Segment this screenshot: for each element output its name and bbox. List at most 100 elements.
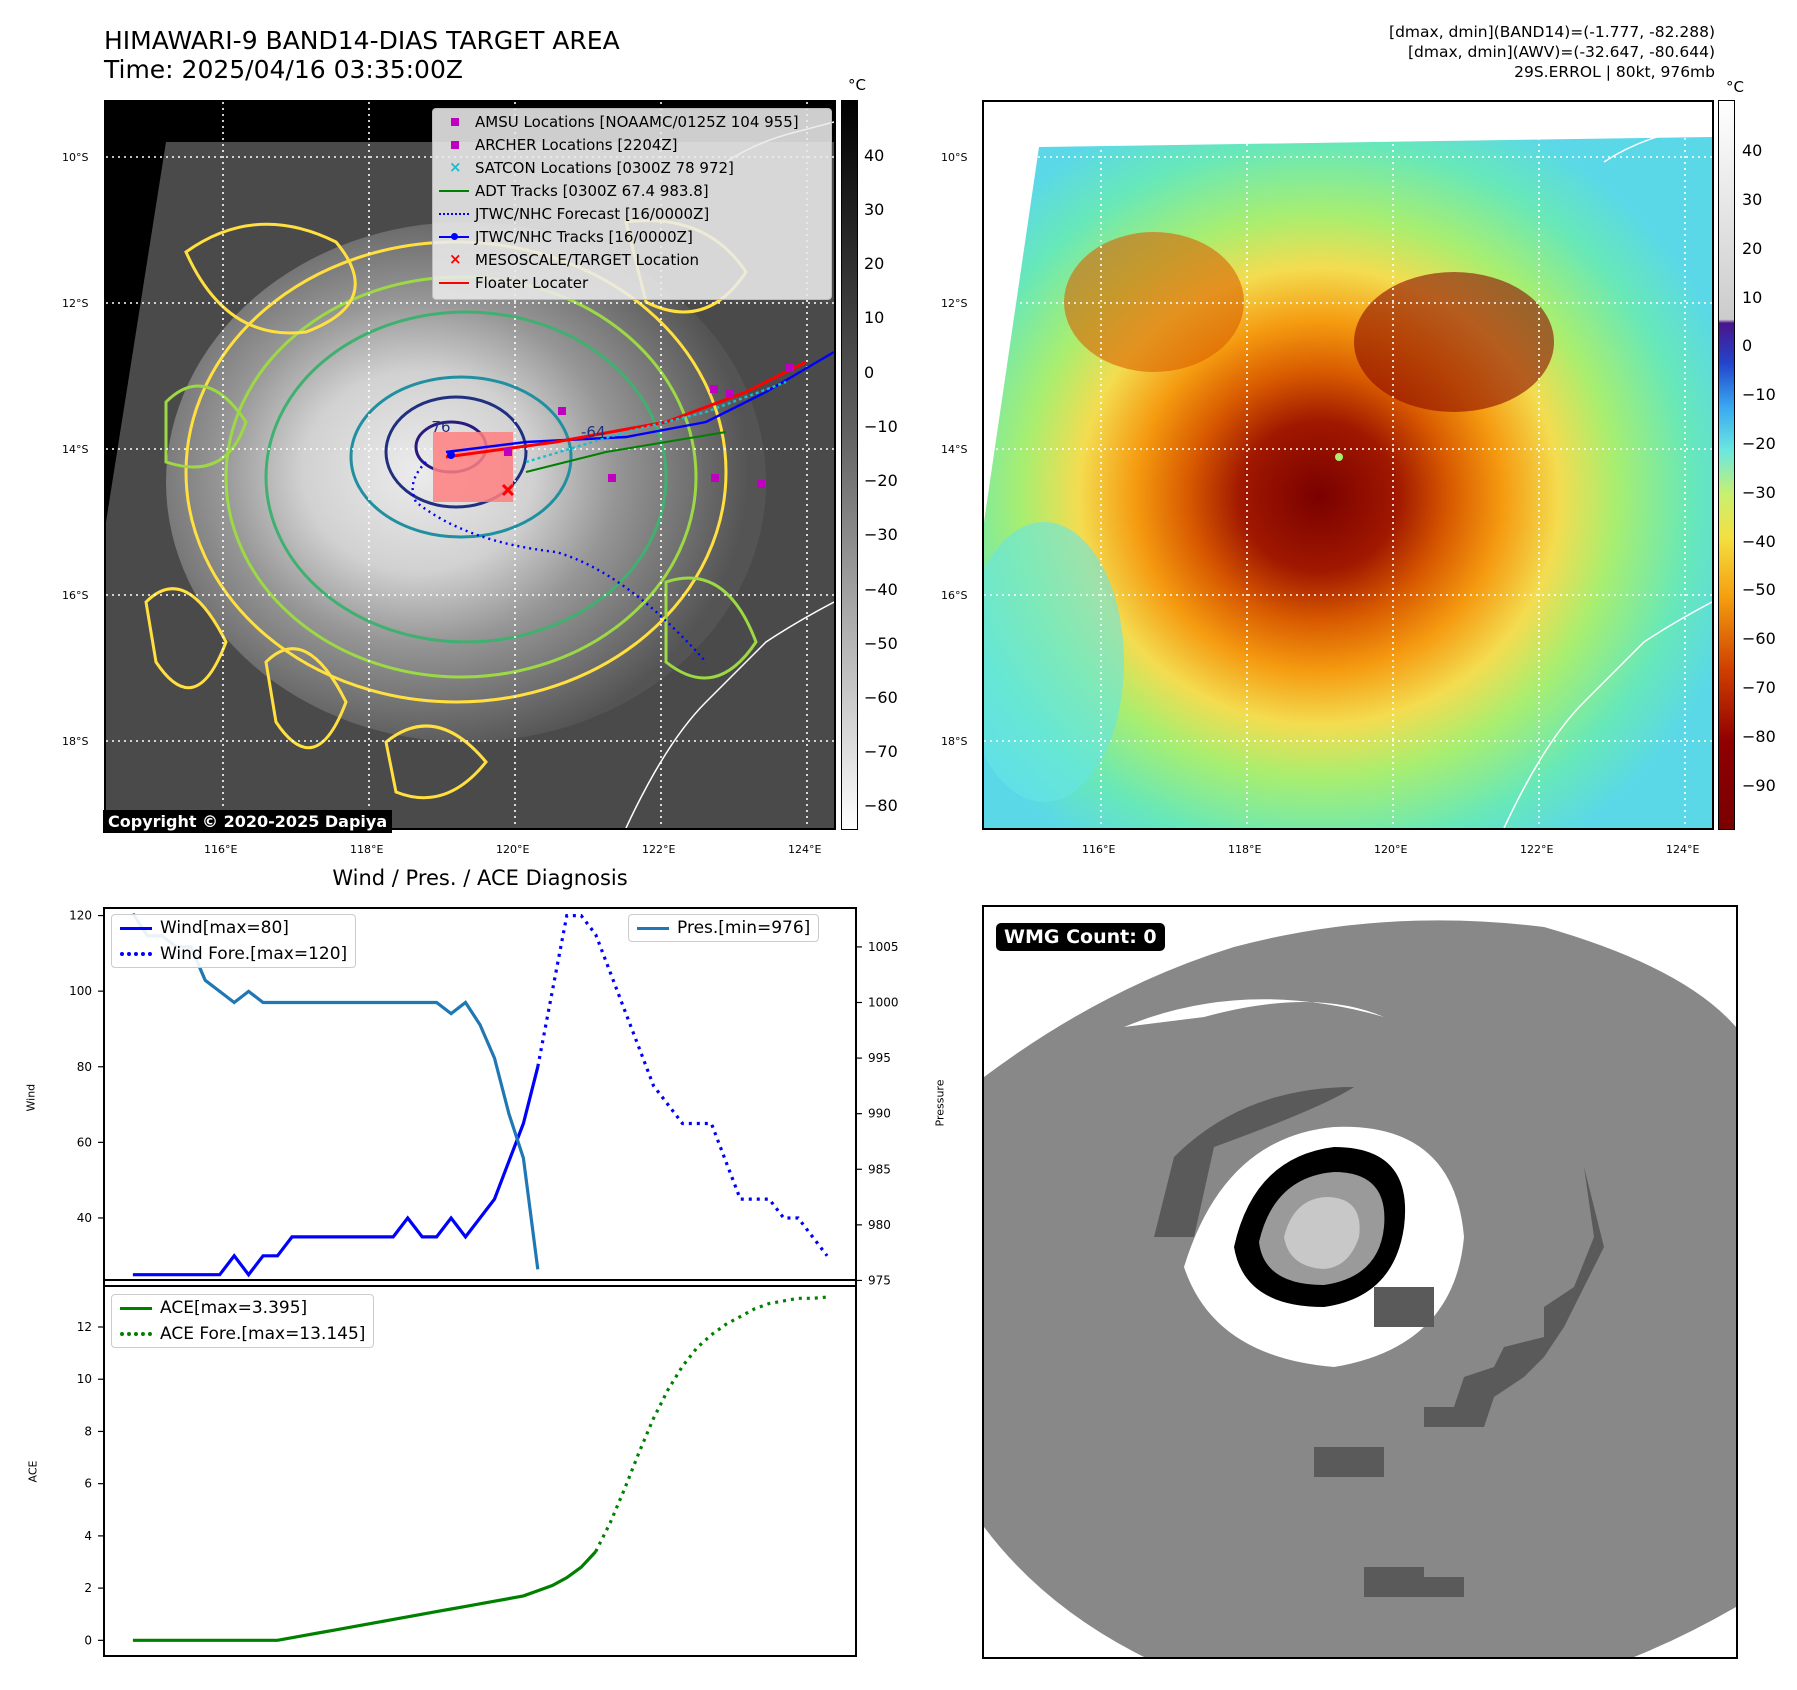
wmg-panel — [982, 905, 1738, 1659]
colorbar-tick: 40 — [864, 146, 885, 165]
legend-item: Wind[max=80] — [112, 915, 355, 941]
colorbar-tick: 0 — [864, 363, 875, 382]
legend-item: ACE[max=3.395] — [112, 1295, 373, 1321]
awv-map-panel — [982, 100, 1714, 830]
awv-map-image — [984, 102, 1712, 828]
lat-label: 16°S — [941, 589, 968, 602]
legend-item: JTWC/NHC Forecast [16/0000Z] — [433, 203, 709, 225]
colorbar-tick: 10 — [864, 308, 885, 327]
colorbar-tick: 10 — [1742, 288, 1763, 307]
lat-label: 14°S — [941, 443, 968, 456]
wind-legend: Wind[max=80] Wind Fore.[max=120] — [111, 914, 357, 968]
legend-item: Floater Locater — [433, 272, 588, 294]
colorbar-tick: 20 — [1742, 239, 1763, 258]
colorbar-tick: −30 — [1742, 483, 1776, 502]
colorbar-tick: −30 — [864, 525, 898, 544]
y-tick-label: 10 — [77, 1372, 92, 1386]
stats-block: [dmax, dmin](BAND14)=(-1.777, -82.288) [… — [1389, 22, 1715, 82]
lon-label: 122°E — [1520, 843, 1554, 856]
series-line — [132, 1550, 597, 1642]
series-line — [594, 1295, 828, 1553]
lat-label: 12°S — [62, 297, 89, 310]
lat-label: 12°S — [941, 297, 968, 310]
colorbar-tick: −90 — [1742, 776, 1776, 795]
legend-item: AMSU Locations [NOAAMC/0125Z 104 955] — [433, 111, 799, 133]
legend-item: JTWC/NHC Tracks [16/0000Z] — [433, 226, 693, 248]
legend-item: Pres.[min=976] — [629, 915, 818, 941]
series-line — [132, 1066, 540, 1278]
lon-label: 118°E — [1228, 843, 1262, 856]
colorbar-tick: 20 — [864, 254, 885, 273]
series-line — [131, 912, 540, 1270]
lat-label: 10°S — [941, 151, 968, 164]
stats-line-2: [dmax, dmin](AWV)=(-32.647, -80.644) — [1408, 43, 1715, 61]
y2-tick-label: 980 — [868, 1218, 891, 1232]
lon-label: 122°E — [642, 843, 676, 856]
colorbar-tick: −60 — [1742, 629, 1776, 648]
grayscale-colorbar — [841, 100, 858, 830]
y-tick-label: 12 — [77, 1320, 92, 1334]
y2-tick-label: 1005 — [868, 940, 899, 954]
lon-label: 124°E — [1666, 843, 1700, 856]
wmg-count-badge: WMG Count: 0 — [996, 923, 1165, 951]
y-tick-label: 4 — [84, 1529, 92, 1543]
ace-chart: 0 2 4 6 8 10 12 — [77, 1279, 857, 1657]
colorbar-tick: −80 — [864, 796, 898, 815]
colorbar-unit: °C — [848, 76, 866, 94]
pressure-legend: Pres.[min=976] — [628, 914, 820, 942]
lat-label: 18°S — [62, 735, 89, 748]
colorbar-tick: −10 — [1742, 385, 1776, 404]
colorbar-tick: 40 — [1742, 141, 1763, 160]
stats-line-3: 29S.ERROL | 80kt, 976mb — [1514, 63, 1715, 81]
lon-label: 118°E — [350, 843, 384, 856]
colorbar-tick: 30 — [864, 200, 885, 219]
lat-label: 10°S — [62, 151, 89, 164]
y-tick-label: 100 — [69, 984, 92, 998]
title-line-2: Time: 2025/04/16 03:35:00Z — [104, 55, 463, 84]
contour-label: -76 — [426, 418, 451, 436]
contour-label: -64 — [581, 423, 606, 441]
ir-map-panel: -76 -64 AMSU Locations [NOAAMC/0125Z 104… — [104, 100, 836, 830]
y-tick-label: 2 — [84, 1581, 92, 1595]
colorbar-tick: −10 — [864, 417, 898, 436]
y2-tick-label: 985 — [868, 1162, 891, 1176]
colorbar-tick: −50 — [864, 634, 898, 653]
colorbar-tick: −80 — [1742, 727, 1776, 746]
chart-title: Wind / Pres. / ACE Diagnosis — [332, 866, 628, 890]
legend-item: ADT Tracks [0300Z 67.4 983.8] — [433, 180, 709, 202]
wmg-image — [984, 907, 1736, 1657]
wind-pressure-chart: 40 60 80 100 120 975 980 985 990 995 1000 1005 — [69, 907, 899, 1287]
colorbar-tick: −20 — [864, 471, 898, 490]
lon-label: 116°E — [1082, 843, 1116, 856]
y-tick-label: 6 — [84, 1477, 92, 1491]
awv-colorbar — [1718, 100, 1735, 830]
ace-legend: ACE[max=3.395] ACE Fore.[max=13.145] — [111, 1294, 375, 1348]
plot-frame — [103, 1279, 857, 1657]
ir-legend: AMSU Locations [NOAAMC/0125Z 104 955] AR… — [432, 108, 832, 300]
lat-label: 14°S — [62, 443, 89, 456]
colorbar-tick: −40 — [864, 580, 898, 599]
lat-label: 16°S — [62, 589, 89, 602]
title-line-1: HIMAWARI-9 BAND14-DIAS TARGET AREA — [104, 26, 620, 55]
legend-item: Wind Fore.[max=120] — [112, 941, 355, 967]
colorbar-tick: −50 — [1742, 580, 1776, 599]
y-tick-label: 120 — [69, 909, 92, 923]
legend-item: ACE Fore.[max=13.145] — [112, 1321, 373, 1347]
legend-item: × MESOSCALE/TARGET Location — [449, 250, 700, 269]
legend-item: ARCHER Locations [2204Z] — [433, 134, 678, 156]
colorbar-tick: −70 — [864, 742, 898, 761]
plot-frame — [103, 907, 857, 1287]
y2-tick-label: 975 — [868, 1273, 891, 1287]
series-line — [536, 914, 829, 1257]
lat-label: 18°S — [941, 735, 968, 748]
y-tick-label: 60 — [77, 1135, 92, 1149]
stats-line-1: [dmax, dmin](BAND14)=(-1.777, -82.288) — [1389, 23, 1715, 41]
figure-title: HIMAWARI-9 BAND14-DIAS TARGET AREA Time: … — [104, 26, 620, 84]
colorbar-unit: °C — [1726, 78, 1744, 96]
y2-tick-label: 990 — [868, 1107, 891, 1121]
colorbar-tick: −40 — [1742, 532, 1776, 551]
y2-tick-label: 995 — [868, 1051, 891, 1065]
y-tick-label: 8 — [84, 1424, 92, 1438]
colorbar-tick: −20 — [1742, 434, 1776, 453]
y2-tick-label: 1000 — [868, 996, 899, 1010]
